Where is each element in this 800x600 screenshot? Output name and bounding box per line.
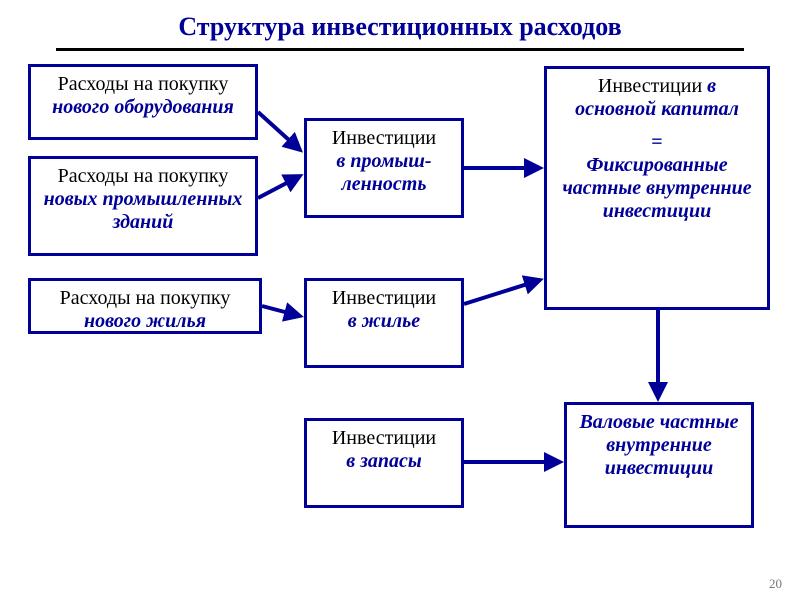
edge-arrow (262, 306, 300, 316)
node-label-em: в промыш-ленность (336, 150, 431, 195)
title-text: Структура инвестиционных расходов (178, 12, 621, 41)
node-expenses-equipment: Расходы на покупку нового оборудования (28, 64, 258, 140)
node-label-plain: Инвестиции (332, 427, 436, 449)
edge-arrow (258, 176, 300, 198)
node-label-em: новых промышленных зданий (44, 188, 243, 233)
node-label-plain: Инвестиции (332, 127, 436, 149)
node-label-eq: = (651, 131, 662, 153)
node-label-em: в жилье (348, 310, 420, 332)
node-expenses-buildings: Расходы на покупку новых промышленных зд… (28, 156, 258, 256)
node-label-em: нового оборудования (52, 96, 234, 118)
diagram-title: Структура инвестиционных расходов (0, 12, 800, 42)
node-label-plain: Расходы на покупку (58, 73, 229, 95)
node-label-em: Валовые частные внутренние инвестиции (579, 411, 738, 479)
edge-arrow (258, 112, 300, 150)
node-label-plain: Расходы на покупку (60, 287, 231, 309)
node-invest-inventory: Инвестиции в запасы (304, 418, 464, 508)
node-label-em: в запасы (346, 450, 422, 472)
node-label-plain: Инвестиции (598, 75, 702, 97)
node-expenses-housing: Расходы на покупку нового жилья (28, 278, 262, 334)
node-label-em: Фиксированные частные внутренние инвести… (562, 154, 751, 222)
node-gross-investment: Валовые частные внутренние инвестиции (564, 402, 754, 528)
edge-arrow (464, 280, 540, 304)
node-label-plain: Расходы на покупку (58, 165, 229, 187)
node-invest-industry: Инвестиции в промыш-ленность (304, 118, 464, 218)
node-label-em: нового жилья (84, 310, 206, 332)
title-underline (56, 48, 744, 51)
node-invest-housing: Инвестиции в жилье (304, 278, 464, 368)
node-label-plain: Инвестиции (332, 287, 436, 309)
node-fixed-capital: Инвестиции в основной капитал = Фиксиров… (544, 66, 770, 310)
page-number: 20 (769, 576, 782, 592)
